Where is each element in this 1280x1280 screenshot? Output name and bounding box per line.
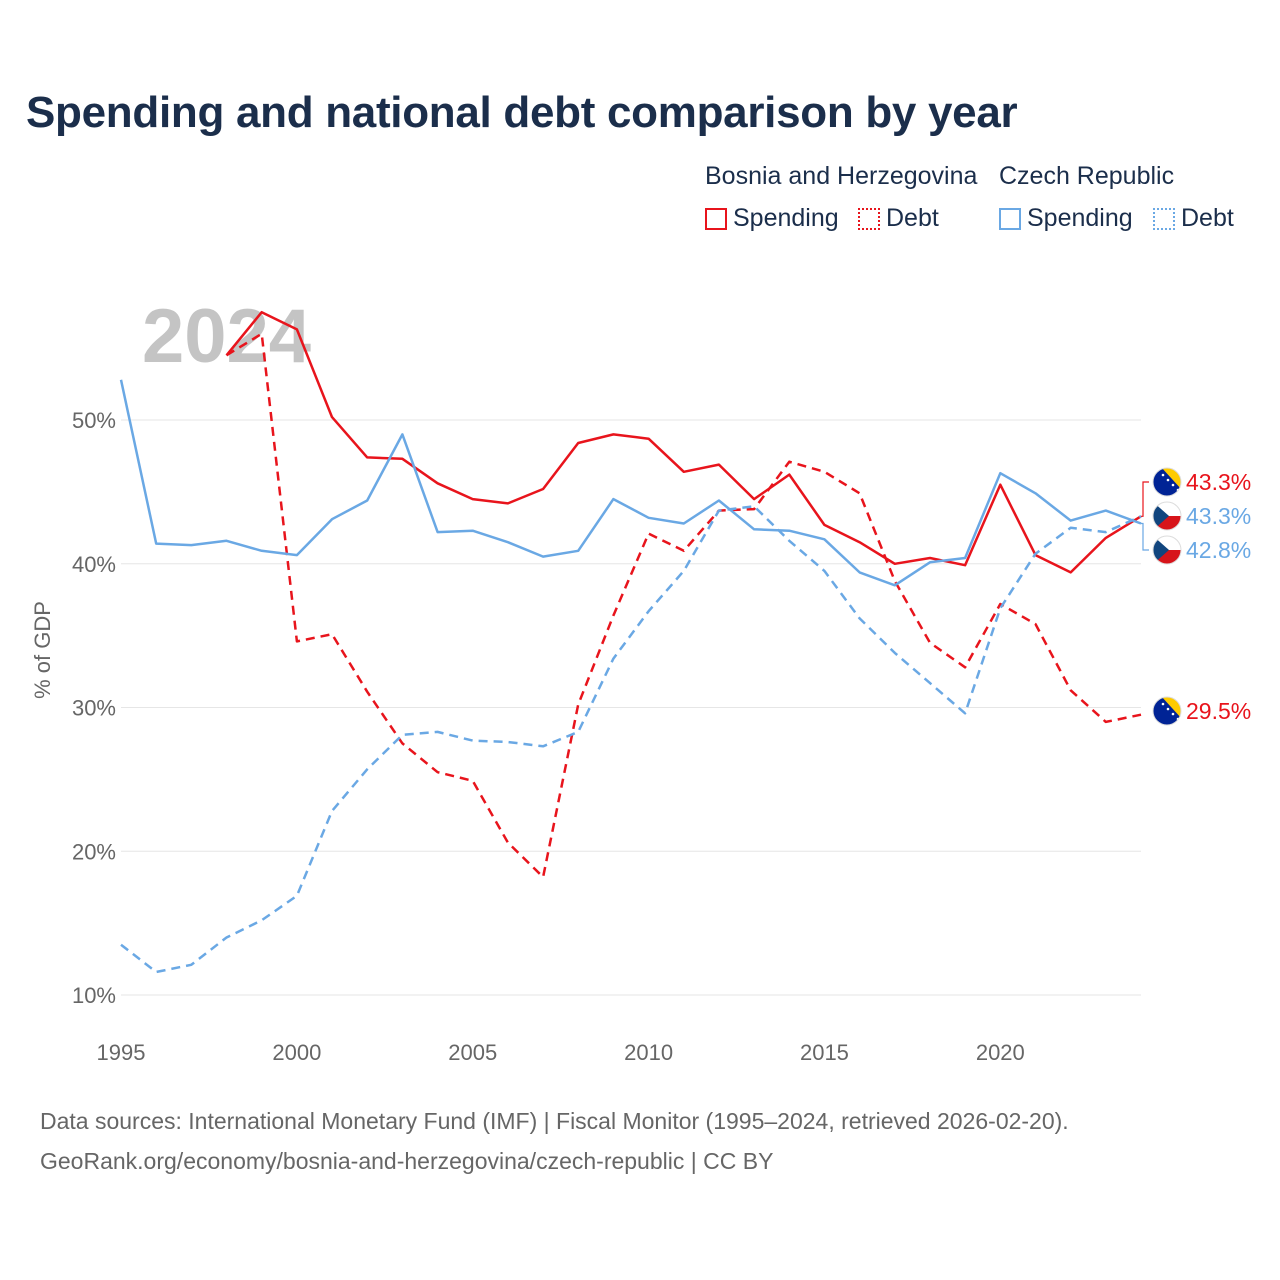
footer-sources: Data sources: International Monetary Fun…	[40, 1108, 1069, 1134]
series-line-3[interactable]	[120, 505, 1142, 974]
y-tick-label: 30%	[72, 696, 116, 721]
x-tick-label: 2010	[624, 1040, 673, 1065]
legend-bosnia-spending-label: Spending	[733, 204, 839, 232]
x-tick-label: 2020	[976, 1040, 1025, 1065]
legend-bosnia-debt[interactable]: Debt	[858, 204, 939, 233]
legend-czech-debt-label: Debt	[1181, 204, 1234, 232]
y-tick-label: 40%	[72, 552, 116, 577]
legend-dotted-swatch-icon	[1153, 207, 1175, 230]
label-connector	[1141, 481, 1149, 517]
bosnia-flag-icon	[1152, 467, 1182, 497]
legend-solid-swatch-icon	[705, 207, 727, 230]
end-value-label: 43.3%	[1186, 469, 1251, 495]
legend-czech-spending[interactable]: Spending	[999, 204, 1133, 233]
y-tick-label: 20%	[72, 839, 116, 864]
year-watermark: 2024	[142, 294, 311, 379]
chart-title: Spending and national debt comparison by…	[26, 88, 1018, 137]
legend-group-czech: Czech Republic	[999, 162, 1175, 190]
y-axis-label: % of GDP	[30, 601, 55, 699]
legend-bosnia-debt-label: Debt	[886, 204, 939, 232]
legend-czech-debt[interactable]: Debt	[1153, 204, 1234, 233]
legend-czech-spending-label: Spending	[1027, 204, 1133, 232]
end-value-label: 29.5%	[1186, 698, 1251, 724]
legend-group-bosnia: Bosnia and Herzegovina	[705, 162, 978, 190]
series-line-2[interactable]	[119, 379, 1142, 587]
y-tick-label: 10%	[72, 983, 116, 1008]
label-connector	[1141, 522, 1149, 551]
legend-solid-swatch-icon	[999, 207, 1021, 230]
x-tick-label: 2005	[448, 1040, 497, 1065]
series-line-0[interactable]	[225, 310, 1142, 574]
legend-dotted-swatch-icon	[858, 207, 880, 230]
end-value-label: 42.8%	[1186, 537, 1251, 563]
bosnia-flag-icon	[1152, 696, 1182, 726]
y-tick-label: 50%	[72, 408, 116, 433]
x-tick-label: 2000	[272, 1040, 321, 1065]
footer-link[interactable]: GeoRank.org/economy/bosnia-and-herzegovi…	[40, 1148, 774, 1174]
end-value-label: 43.3%	[1186, 503, 1251, 529]
czech-flag-icon	[1152, 501, 1182, 531]
czech-flag-icon	[1152, 535, 1182, 565]
legend-bosnia-spending[interactable]: Spending	[705, 204, 839, 233]
x-tick-label: 2015	[800, 1040, 849, 1065]
x-tick-label: 1995	[97, 1040, 146, 1065]
series-line-1[interactable]	[225, 332, 1142, 879]
